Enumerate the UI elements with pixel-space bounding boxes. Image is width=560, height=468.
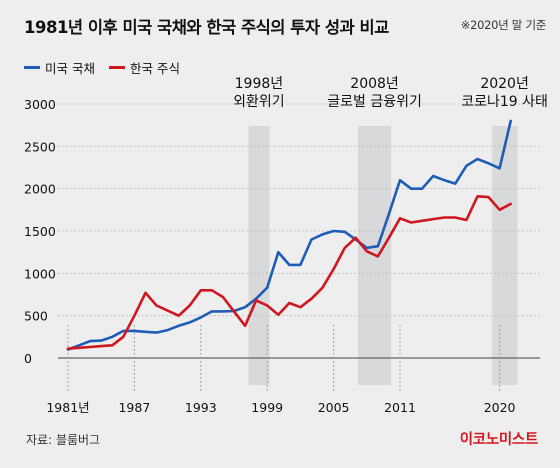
y-tick-label-0: 0 — [24, 351, 32, 366]
annotation-period-1-line-0: 2008년 — [350, 76, 399, 92]
reference-date-note: ※2020년 말 기준 — [460, 18, 547, 32]
y-tick-label-2: 1000 — [24, 266, 56, 281]
x-tick-label-5: 2011 — [384, 400, 416, 415]
x-tick-label-3: 1999 — [251, 400, 283, 415]
chart-title: 1981년 이후 미국 국채와 한국 주식의 투자 성과 비교 — [24, 18, 389, 37]
series-lines — [66, 119, 512, 351]
y-axis-ticks: 0 500 1000 1500 2000 2500 3000 — [24, 97, 56, 366]
y-tick-label-5: 2500 — [24, 139, 56, 154]
y-tick-label-6: 3000 — [24, 97, 56, 112]
series-line-us-bonds — [66, 119, 512, 351]
annotation-period-2-line-0: 2020년 — [480, 76, 529, 92]
shaded-period-0 — [248, 126, 270, 385]
y-tick-label-4: 2000 — [24, 182, 56, 197]
legend-item-korea-stocks: 한국 주식 — [108, 58, 180, 77]
source-note: 자료: 블룸버그 — [26, 433, 101, 447]
legend-item-us-bonds: 미국 국채 — [24, 58, 95, 77]
brand-logo: 이코노미스트 — [459, 432, 539, 448]
y-tick-label-3: 1500 — [24, 224, 56, 239]
legend-swatch-us-bonds — [24, 66, 40, 69]
y-tick-label-1: 500 — [24, 309, 48, 324]
legend-label-korea-stocks: 한국 주식 — [129, 61, 180, 76]
gridlines — [58, 103, 540, 359]
shaded-period-2 — [491, 126, 518, 385]
x-tick-label-6: 2020 — [484, 400, 516, 415]
tick-drop-lines — [67, 325, 501, 392]
x-axis-ticks: 1981년 1987 1993 1999 2005 2011 2020 — [46, 400, 515, 415]
x-tick-label-1: 1987 — [118, 400, 150, 415]
x-tick-label-2: 1993 — [185, 400, 217, 415]
annotation-period-0-line-1: 외환위기 — [233, 94, 285, 110]
legend-swatch-korea-stocks — [108, 66, 125, 69]
annotation-period-0-line-0: 1998년 — [235, 76, 284, 92]
shaded-periods — [248, 126, 518, 385]
legend-label-us-bonds: 미국 국채 — [45, 61, 95, 76]
annotation-period-1-line-1: 글로벌 금융위기 — [327, 94, 422, 110]
x-tick-label-0: 1981년 — [46, 400, 89, 415]
x-tick-label-4: 2005 — [318, 400, 350, 415]
series-line-korea-stocks — [66, 195, 512, 350]
legend: 미국 국채 한국 주식 — [24, 58, 180, 77]
annotation-period-2-line-1: 코로나19 사태 — [461, 94, 548, 110]
